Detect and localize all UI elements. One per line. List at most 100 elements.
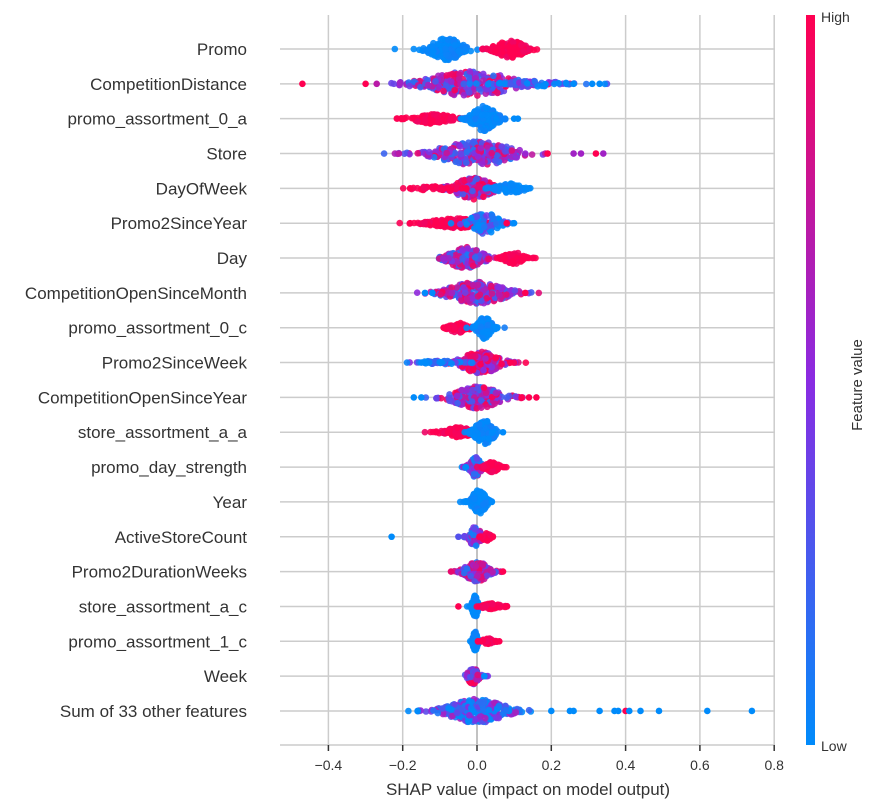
- data-point: [406, 82, 413, 90]
- data-point-outlier: [414, 707, 421, 715]
- data-point: [496, 291, 503, 299]
- data-point: [480, 604, 488, 611]
- data-point: [479, 707, 487, 714]
- data-point: [453, 258, 461, 266]
- data-point: [489, 568, 497, 576]
- data-point: [471, 254, 479, 261]
- data-point: [498, 143, 506, 150]
- data-point: [467, 673, 474, 681]
- data-point: [458, 115, 466, 122]
- data-point: [396, 79, 404, 86]
- data-point: [455, 47, 463, 55]
- data-point: [462, 142, 470, 149]
- data-point: [437, 394, 445, 402]
- data-point: [448, 289, 456, 297]
- data-point: [391, 45, 399, 53]
- data-point: [508, 251, 516, 258]
- data-point: [470, 281, 477, 289]
- data-point: [583, 80, 590, 88]
- data-point: [511, 187, 519, 195]
- data-point: [484, 537, 491, 544]
- data-point: [448, 284, 455, 291]
- data-point: [505, 43, 513, 50]
- data-point: [473, 175, 481, 183]
- data-point-outlier: [596, 707, 603, 715]
- data-point-outlier: [488, 498, 496, 506]
- data-point: [414, 118, 422, 125]
- data-point-outlier: [492, 324, 499, 332]
- data-point: [439, 255, 447, 262]
- feature-label: Promo2DurationWeeks: [72, 563, 247, 582]
- data-point: [501, 186, 508, 194]
- data-point: [454, 392, 461, 400]
- data-point: [492, 115, 500, 122]
- data-point: [454, 399, 461, 407]
- data-point: [498, 360, 505, 368]
- data-point: [456, 220, 464, 228]
- feature-label: promo_assortment_0_c: [68, 319, 247, 338]
- data-point: [463, 221, 470, 228]
- data-point: [477, 323, 485, 331]
- data-point: [493, 254, 501, 262]
- data-point: [472, 562, 480, 570]
- data-point: [472, 109, 480, 116]
- feature-label: Sum of 33 other features: [60, 702, 247, 721]
- data-point: [476, 436, 484, 443]
- data-point: [458, 386, 466, 394]
- data-point: [474, 92, 481, 99]
- data-point: [532, 254, 539, 262]
- data-point: [477, 318, 484, 325]
- data-point-outlier: [362, 80, 369, 88]
- data-point: [437, 291, 444, 298]
- data-point: [416, 46, 423, 54]
- data-point: [601, 80, 609, 88]
- data-point: [473, 603, 481, 610]
- data-point: [444, 184, 452, 191]
- x-tick-label: 0.4: [616, 757, 636, 773]
- data-point: [492, 47, 499, 55]
- data-point: [483, 212, 490, 219]
- data-point-outlier: [525, 185, 533, 192]
- data-point-outlier: [637, 707, 644, 715]
- feature-row-dots: [440, 315, 508, 342]
- data-point: [421, 428, 429, 436]
- data-point: [405, 707, 412, 715]
- data-point-outlier: [655, 707, 663, 715]
- data-point: [459, 254, 467, 262]
- data-point-outlier: [499, 568, 507, 575]
- data-point: [492, 389, 500, 397]
- feature-row-dots: [299, 68, 611, 99]
- feature-label: promo_assortment_0_a: [67, 110, 247, 129]
- data-point: [417, 83, 424, 91]
- data-point: [455, 159, 463, 167]
- data-point: [475, 488, 483, 495]
- data-point: [484, 81, 492, 88]
- vertical-gridlines: [327, 15, 775, 745]
- data-point: [469, 262, 477, 270]
- data-point: [474, 153, 482, 160]
- data-point: [443, 72, 451, 79]
- data-point: [472, 542, 480, 549]
- data-point: [480, 384, 488, 391]
- data-point-outlier: [503, 219, 511, 227]
- data-point-outlier: [395, 150, 403, 157]
- feature-label: Promo2SinceWeek: [102, 354, 248, 373]
- data-point: [484, 321, 492, 329]
- data-point: [474, 385, 481, 392]
- data-point: [473, 455, 481, 462]
- data-point: [475, 85, 483, 93]
- data-point: [483, 295, 490, 302]
- data-point: [403, 359, 411, 366]
- data-point: [436, 358, 444, 366]
- feature-row-dots: [410, 383, 540, 412]
- data-point: [433, 395, 440, 402]
- data-point: [471, 495, 478, 503]
- data-point: [466, 68, 474, 75]
- data-point: [483, 403, 491, 411]
- data-point: [460, 91, 468, 99]
- data-point-outlier: [570, 150, 577, 157]
- data-point: [471, 432, 478, 440]
- data-point: [463, 148, 471, 156]
- data-point: [447, 220, 455, 227]
